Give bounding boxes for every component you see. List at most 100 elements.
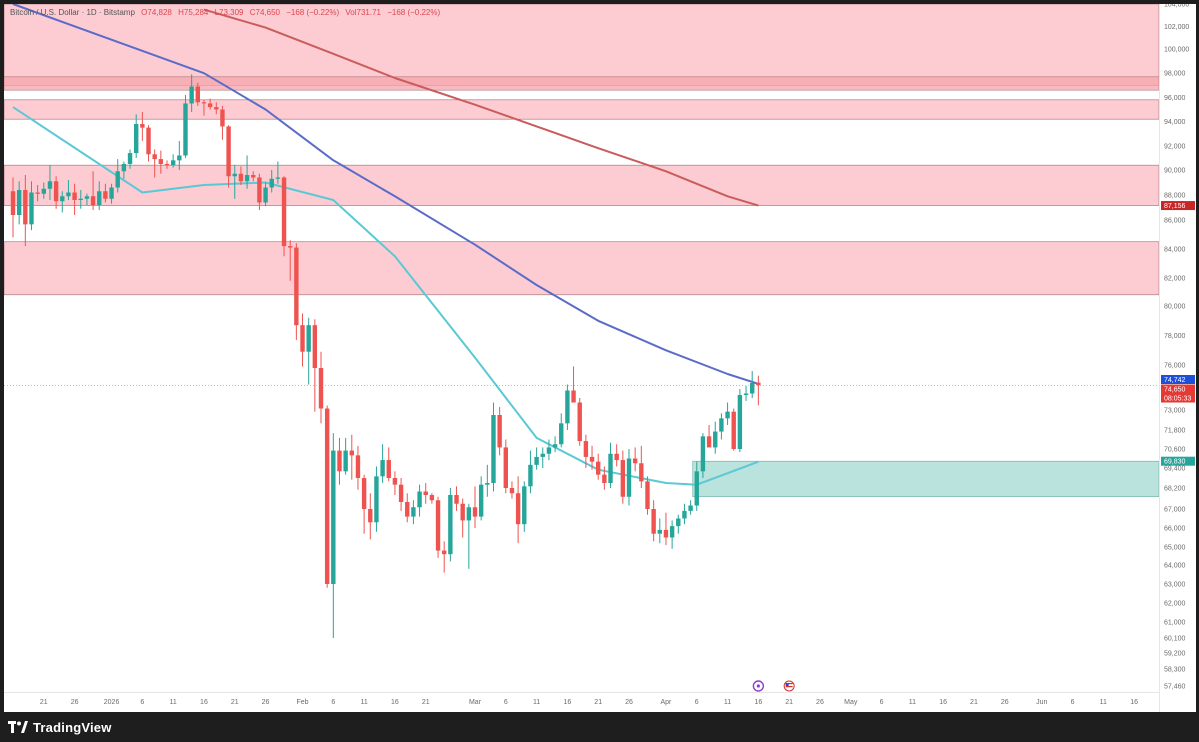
symbol-legend: Bitcoin / U.S. Dollar · 1D · Bitstamp O7… xyxy=(10,8,444,17)
candle-body xyxy=(478,484,484,517)
candle-body xyxy=(201,102,207,104)
price-tick-label: 98,000 xyxy=(1164,71,1186,78)
candle-body xyxy=(614,453,619,461)
zone-supply-0 xyxy=(4,4,1160,86)
us-flag-stripe-icon xyxy=(785,686,793,688)
candle-body xyxy=(620,460,626,497)
zone-overlap-band xyxy=(4,76,1159,91)
time-tick-label: 6 xyxy=(695,699,699,706)
price-tick-label: 94,000 xyxy=(1164,119,1186,126)
time-tick-label: May xyxy=(844,699,858,706)
time-tick-label: 11 xyxy=(724,699,731,706)
candle-body xyxy=(571,390,576,403)
candle-body xyxy=(368,509,373,523)
legend-change: −168 (−0.22%) xyxy=(286,8,340,17)
candle-body xyxy=(583,441,589,457)
price-tick-label: 61,000 xyxy=(1164,620,1186,627)
candle-body xyxy=(251,175,256,178)
candle-body xyxy=(639,463,644,482)
candle-body xyxy=(109,187,114,199)
candle-body xyxy=(115,171,120,188)
moving-average-line-3 xyxy=(203,8,759,207)
candle-body xyxy=(66,192,71,197)
candle-body xyxy=(300,325,305,352)
candle-body xyxy=(90,196,96,205)
candle-body xyxy=(343,450,348,472)
candle-body xyxy=(146,127,151,155)
price-tick-label: 92,000 xyxy=(1164,143,1186,150)
candle-body xyxy=(577,402,582,442)
time-tick-label: Feb xyxy=(296,699,308,706)
candle-body xyxy=(719,418,724,432)
price-tick-label: 60,100 xyxy=(1164,636,1186,643)
time-tick-label: 6 xyxy=(331,699,335,706)
candle-body xyxy=(60,196,65,202)
time-tick-label: Jun xyxy=(1036,699,1047,706)
candle-body xyxy=(552,444,558,448)
brand-name: TradingView xyxy=(33,719,112,735)
chart-frame[interactable]: 104,000 102,000 100,000 98,000 96,000 94,000 9… xyxy=(4,4,1196,712)
price-tick-label: 67,000 xyxy=(1164,507,1186,514)
candle-body xyxy=(608,453,613,483)
candle-body xyxy=(645,481,650,509)
candle-body xyxy=(737,395,743,449)
candle-body xyxy=(706,436,712,448)
legend-close: C74,650 xyxy=(249,8,280,17)
tradingview-brand[interactable]: TradingView xyxy=(8,718,112,736)
time-tick-label: 6 xyxy=(1071,699,1075,706)
zone-supply-2 xyxy=(4,99,1160,120)
time-tick-label: Mar xyxy=(469,699,482,706)
time-tick-label: 21 xyxy=(785,699,793,706)
candle-body xyxy=(503,447,508,488)
time-tick-label: 21 xyxy=(422,699,430,706)
time-tick-label: 16 xyxy=(200,699,208,706)
legend-low: L73,309 xyxy=(214,8,244,17)
candle-body xyxy=(41,188,46,194)
candle-body xyxy=(220,109,225,127)
candle-body xyxy=(294,247,299,326)
candle-body xyxy=(756,382,761,386)
legend-symbol: Bitcoin / U.S. Dollar · 1D · Bitstamp xyxy=(10,8,135,17)
price-tick-label: 63,000 xyxy=(1164,582,1186,589)
footer-bar: TradingView xyxy=(0,712,1199,742)
price-tick-label: 66,000 xyxy=(1164,526,1186,533)
price-tick-label: 64,000 xyxy=(1164,563,1186,570)
candle-body xyxy=(269,178,274,188)
chart-canvas[interactable]: 104,000 102,000 100,000 98,000 96,000 94,000 9… xyxy=(4,4,1196,712)
moving-average-line-1 xyxy=(12,106,759,486)
candle-body xyxy=(257,177,262,203)
candle-body xyxy=(405,502,410,517)
candle-body xyxy=(669,526,675,538)
candle-body xyxy=(460,503,465,521)
price-badge-label: 08:05:33 xyxy=(1164,396,1191,403)
time-tick-label: 26 xyxy=(1001,699,1009,706)
candle-body xyxy=(207,103,213,108)
candle-body xyxy=(694,471,699,506)
price-tick-label: 102,000 xyxy=(1164,24,1189,31)
price-badge-label: 87,156 xyxy=(1164,203,1186,210)
candle-body xyxy=(515,493,521,525)
time-tick-label: 16 xyxy=(939,699,947,706)
candle-body xyxy=(331,450,336,584)
candle-body xyxy=(134,124,139,154)
time-tick-label: 11 xyxy=(1100,699,1107,706)
candle-body xyxy=(602,474,607,483)
candle-body xyxy=(565,390,570,424)
candle-body xyxy=(731,411,736,449)
price-tick-label: 86,000 xyxy=(1164,218,1186,225)
candle-body xyxy=(713,431,718,448)
price-tick-label: 88,000 xyxy=(1164,193,1186,200)
candle-body xyxy=(53,181,59,202)
candle-body xyxy=(398,484,404,502)
candle-body xyxy=(485,483,490,485)
candle-body xyxy=(534,456,539,465)
candle-body xyxy=(183,103,188,156)
candle-body xyxy=(72,192,77,200)
candle-body xyxy=(140,124,145,128)
candle-body xyxy=(651,509,656,534)
candle-body xyxy=(411,507,416,517)
candle-body xyxy=(288,246,293,248)
price-tick-label: 82,000 xyxy=(1164,276,1186,283)
candle-body xyxy=(522,486,527,525)
candle-body xyxy=(528,464,533,487)
